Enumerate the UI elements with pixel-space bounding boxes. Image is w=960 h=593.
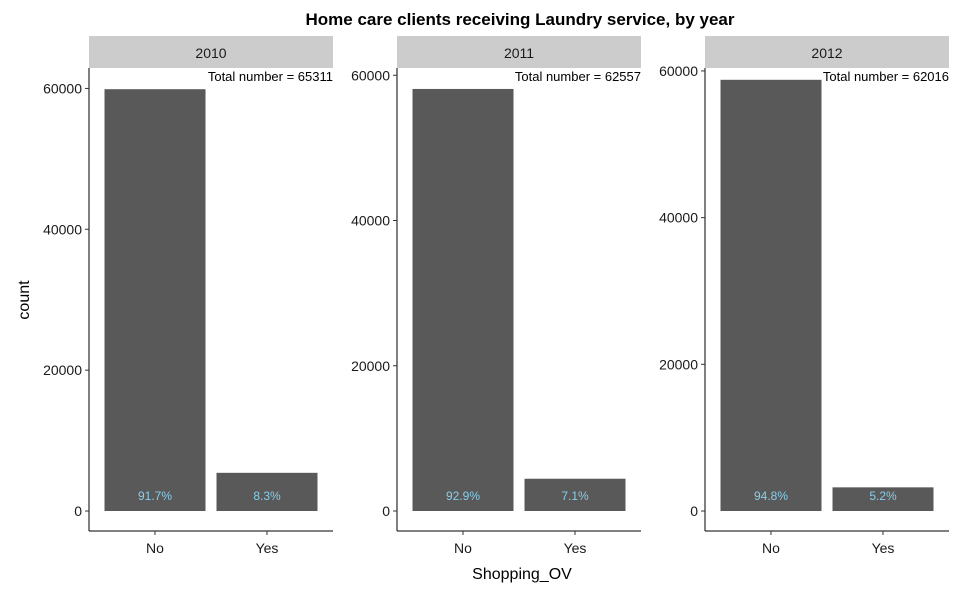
facet-strip-label: 2012 xyxy=(811,45,842,61)
x-tick-label: Yes xyxy=(872,540,895,556)
bar-no xyxy=(104,89,206,511)
chart-title: Home care clients receiving Laundry serv… xyxy=(306,10,735,29)
percent-label: 5.2% xyxy=(869,489,897,503)
y-tick-label: 40000 xyxy=(659,210,698,226)
y-tick-label: 20000 xyxy=(659,356,698,372)
panel-2012: 2012 94.8% 5.2% Total number = 62016 0 20000 4… xyxy=(659,36,949,556)
percent-label: 92.9% xyxy=(446,489,480,503)
bar-yes xyxy=(524,478,626,511)
percent-label: 8.3% xyxy=(253,489,281,503)
x-axis-title: Shopping_OV xyxy=(472,566,572,583)
percent-label: 7.1% xyxy=(561,489,589,503)
y-tick-label: 40000 xyxy=(43,221,82,237)
facet-strip-label: 2011 xyxy=(504,45,534,61)
y-tick-label: 40000 xyxy=(351,213,390,229)
facet-strip-label: 2010 xyxy=(195,45,226,61)
percent-label: 91.7% xyxy=(138,489,172,503)
y-tick-label: 0 xyxy=(74,503,82,519)
bar-yes xyxy=(832,487,934,511)
total-number-label: Total number = 65311 xyxy=(208,69,333,84)
facet-panels: 2010 91.7% 8.3% Total number = 65311 0 20000 4… xyxy=(43,36,949,556)
facet-strip xyxy=(705,36,949,68)
y-tick-label: 60000 xyxy=(43,80,82,96)
x-tick-label: No xyxy=(762,540,780,556)
y-tick-label: 20000 xyxy=(43,362,82,378)
bar-no xyxy=(412,88,514,511)
x-tick-label: No xyxy=(146,540,164,556)
x-tick-label: No xyxy=(454,540,472,556)
y-tick-label: 0 xyxy=(690,503,698,519)
total-number-label: Total number = 62016 xyxy=(823,69,949,84)
bar-no xyxy=(720,79,822,511)
x-tick-label: Yes xyxy=(564,540,587,556)
percent-label: 94.8% xyxy=(754,489,788,503)
y-tick-label: 0 xyxy=(382,503,390,519)
y-tick-label: 60000 xyxy=(351,67,390,83)
panel-2010: 2010 91.7% 8.3% Total number = 65311 0 20000 4… xyxy=(43,36,333,556)
panel-2011: 2011 92.9% 7.1% Total number = 62557 0 20000 4… xyxy=(351,36,641,556)
y-axis-title: count xyxy=(16,280,33,320)
facet-strip xyxy=(89,36,333,68)
facet-strip xyxy=(397,36,641,68)
y-tick-label: 60000 xyxy=(659,63,698,79)
total-number-label: Total number = 62557 xyxy=(515,69,641,84)
bar-yes xyxy=(216,472,318,511)
x-tick-label: Yes xyxy=(256,540,279,556)
y-tick-label: 20000 xyxy=(351,358,390,374)
